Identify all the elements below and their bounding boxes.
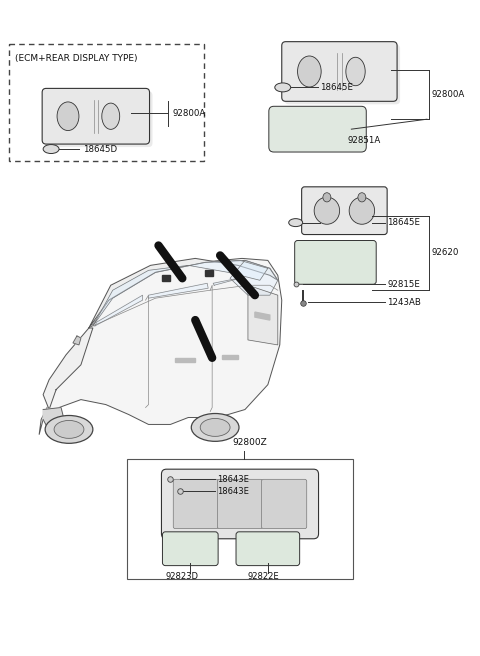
Polygon shape [39,258,282,434]
FancyBboxPatch shape [161,469,319,539]
Polygon shape [148,283,208,298]
Polygon shape [255,312,270,320]
Bar [9,44,204,161]
Ellipse shape [346,57,365,86]
Polygon shape [93,260,268,326]
Text: 92822E: 92822E [248,572,279,581]
FancyBboxPatch shape [262,480,307,529]
Text: 18645E: 18645E [387,218,420,227]
Ellipse shape [200,419,230,436]
FancyBboxPatch shape [162,532,218,565]
Ellipse shape [349,197,374,224]
Polygon shape [95,295,143,326]
Ellipse shape [45,415,93,443]
Polygon shape [162,276,170,281]
Ellipse shape [43,144,59,154]
FancyBboxPatch shape [269,106,366,152]
Ellipse shape [358,193,366,202]
Polygon shape [43,328,93,409]
Text: 92851A: 92851A [348,136,381,144]
FancyBboxPatch shape [45,91,153,147]
Text: 92800A: 92800A [172,109,205,117]
FancyBboxPatch shape [285,45,400,104]
Text: 18643E: 18643E [217,487,249,495]
Text: 18645E: 18645E [320,83,352,92]
Polygon shape [175,358,195,362]
Bar [127,459,353,579]
Polygon shape [43,407,66,434]
Ellipse shape [275,83,291,92]
Text: 18645D: 18645D [83,144,117,154]
Ellipse shape [323,193,331,202]
Polygon shape [89,258,278,328]
FancyBboxPatch shape [301,187,387,235]
FancyBboxPatch shape [236,532,300,565]
FancyBboxPatch shape [295,241,376,284]
Polygon shape [73,336,81,345]
Text: 1243AB: 1243AB [387,298,421,306]
FancyBboxPatch shape [282,42,397,101]
Polygon shape [213,278,240,285]
Text: 92800Z: 92800Z [232,438,267,447]
Ellipse shape [298,56,321,87]
Ellipse shape [192,413,239,441]
Text: 18643E: 18643E [217,475,249,483]
Ellipse shape [314,197,340,224]
Text: 92823D: 92823D [166,572,198,581]
Text: 92800A: 92800A [432,90,465,99]
Text: 92815E: 92815E [387,279,420,289]
Ellipse shape [54,420,84,438]
Polygon shape [248,285,278,345]
FancyBboxPatch shape [42,89,150,144]
FancyBboxPatch shape [217,480,263,529]
Polygon shape [230,260,278,295]
Ellipse shape [102,103,120,129]
FancyBboxPatch shape [173,480,218,529]
Ellipse shape [288,218,302,226]
Polygon shape [222,355,238,359]
Polygon shape [205,270,213,276]
Text: 92620: 92620 [432,248,459,257]
Ellipse shape [57,102,79,131]
Text: (ECM+REAR DISPLAY TYPE): (ECM+REAR DISPLAY TYPE) [15,54,138,62]
